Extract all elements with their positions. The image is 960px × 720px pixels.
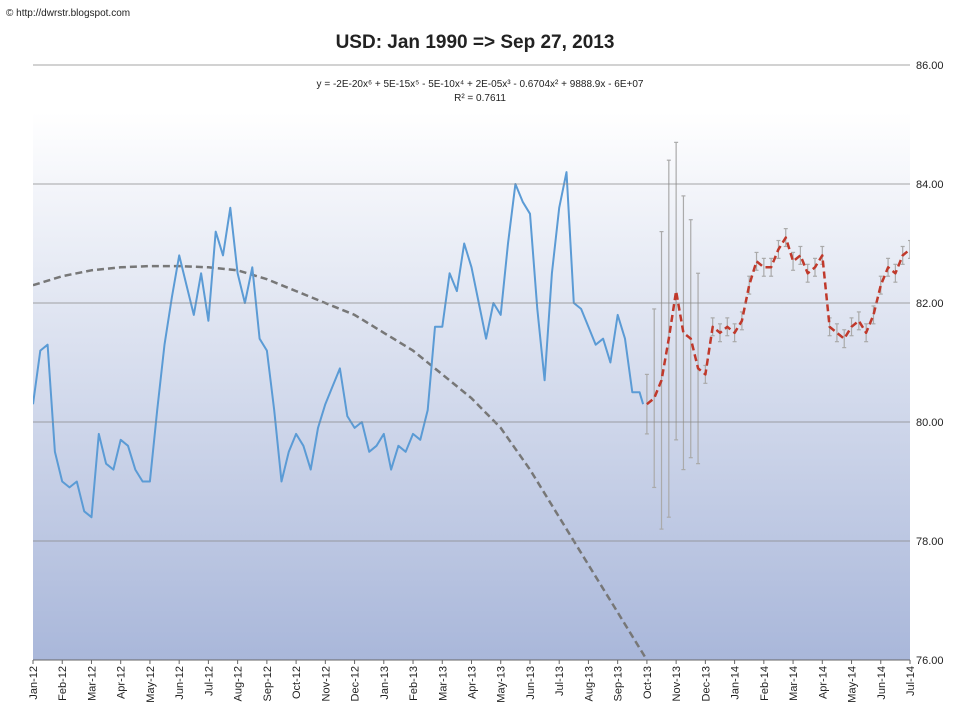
x-tick-label: Apr-13 (467, 666, 479, 699)
x-tick-label: Dec-12 (350, 666, 362, 701)
x-tick-label: Oct-12 (291, 666, 303, 699)
chart-title: USD: Jan 1990 => Sep 27, 2013 (336, 32, 615, 53)
y-tick-label: 84.00 (916, 179, 944, 191)
x-tick-label: Sep-12 (262, 666, 274, 701)
series-line (33, 171, 645, 519)
x-tick-label: May-12 (145, 666, 157, 703)
x-tick-label: Jun-12 (174, 666, 186, 700)
source: © http://dwrstr.blogspot.com (6, 8, 130, 19)
r-squared: R² = 0.7611 (454, 93, 506, 104)
x-tick-label: Feb-13 (408, 666, 420, 701)
x-tick-label: Jul-12 (203, 666, 215, 696)
x-tick-label: Sep-13 (613, 666, 625, 701)
x-tick-label: Mar-13 (437, 666, 449, 701)
x-tick-label: Nov-13 (671, 666, 683, 701)
equation: y = -2E-20x⁶ + 5E-15x⁵ - 5E-10x⁴ + 2E-05… (317, 79, 644, 90)
x-tick-label: Aug-13 (583, 666, 595, 701)
x-tick-label: Jul-14 (905, 666, 917, 696)
x-tick-label: May-14 (847, 666, 859, 703)
x-tick-label: May-13 (496, 666, 508, 703)
x-tick-label: Jan-14 (730, 666, 742, 700)
x-tick-label: Jun-13 (525, 666, 537, 700)
y-tick-label: 76.00 (916, 655, 944, 667)
y-tick-label: 78.00 (916, 536, 944, 548)
x-tick-label: Jan-13 (379, 666, 391, 700)
x-tick-label: Jun-14 (876, 666, 888, 700)
x-tick-label: Nov-12 (320, 666, 332, 701)
x-tick-label: Feb-12 (57, 666, 69, 701)
x-tick-label: Apr-14 (817, 666, 829, 699)
series-line (33, 264, 648, 660)
y-tick-label: 80.00 (916, 417, 944, 429)
x-tick-label: Aug-12 (233, 666, 245, 701)
plot-area (33, 65, 910, 660)
series-line (646, 236, 910, 406)
x-tick-label: Oct-13 (642, 666, 654, 699)
x-tick-label: Dec-13 (700, 666, 712, 701)
y-tick-label: 82.00 (916, 298, 944, 310)
x-tick-label: Jul-13 (554, 666, 566, 696)
y-tick-label: 86.00 (916, 60, 944, 72)
x-tick-label: Jan-12 (28, 666, 40, 700)
x-tick-label: Mar-14 (788, 666, 800, 701)
x-tick-label: Mar-12 (86, 666, 98, 701)
x-tick-label: Apr-12 (116, 666, 128, 699)
marks (33, 141, 910, 660)
x-tick-label: Feb-14 (759, 666, 771, 701)
